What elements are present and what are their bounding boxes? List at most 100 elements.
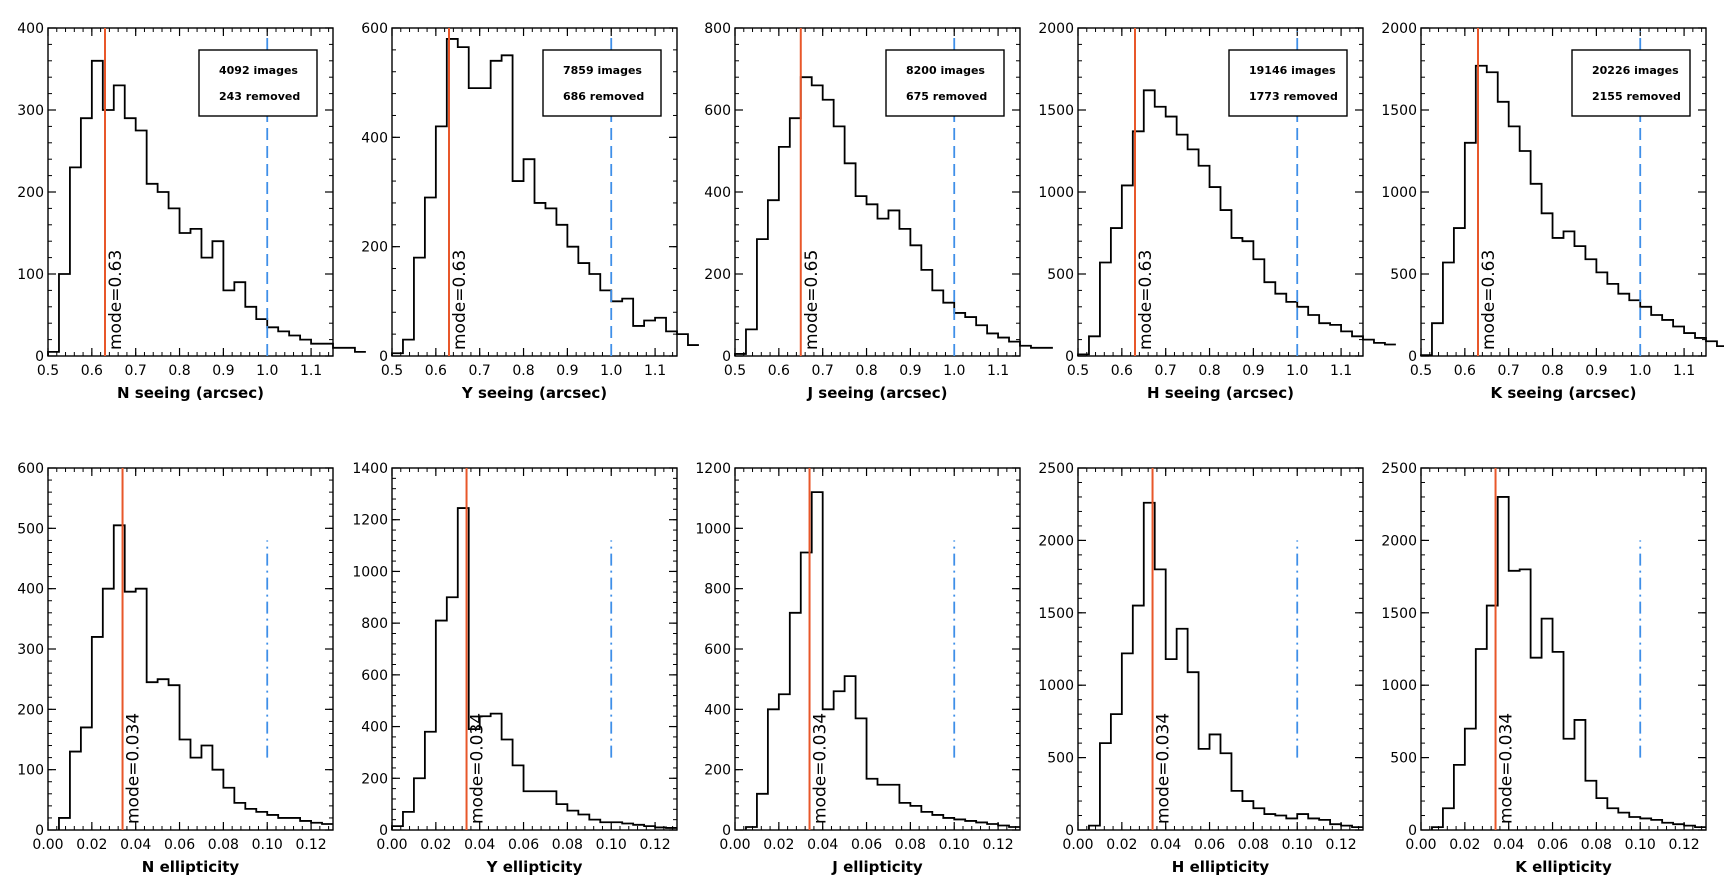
y-tick-label: 0	[1408, 349, 1417, 365]
y-tick-label: 1000	[1381, 185, 1417, 201]
x-tick-label: 0.04	[1493, 837, 1524, 853]
x-tick-label: 0.5	[724, 363, 746, 379]
y-tick-label: 0	[722, 349, 731, 365]
y-tick-label: 200	[704, 763, 731, 779]
x-tick-label: 1.1	[987, 363, 1009, 379]
y-tick-label: 100	[17, 267, 44, 283]
x-tick-label: 0.08	[552, 837, 583, 853]
images-count-label: 4092 images	[219, 64, 298, 77]
x-tick-label: 0.5	[381, 363, 403, 379]
x-tick-label: 1.0	[943, 363, 965, 379]
histogram-steps	[1420, 64, 1724, 357]
x-axis-title: J seeing (arcsec)	[807, 384, 948, 402]
y-tick-label: 600	[704, 642, 731, 658]
y-tick-label: 600	[17, 461, 44, 477]
x-tick-label: 0.08	[1581, 837, 1612, 853]
x-tick-label: 0.04	[464, 837, 495, 853]
x-tick-label: 0.6	[81, 363, 103, 379]
y-tick-label: 300	[17, 642, 44, 658]
x-tick-label: 0.6	[425, 363, 447, 379]
x-tick-label: 0.6	[1454, 363, 1476, 379]
images-count-label: 8200 images	[906, 64, 985, 77]
x-tick-label: 0.08	[895, 837, 926, 853]
x-tick-label: 0.6	[768, 363, 790, 379]
x-axis-title: J ellipticity	[831, 858, 923, 876]
removed-count-label: 2155 removed	[1592, 90, 1681, 103]
x-tick-label: 0.00	[1062, 837, 1093, 853]
info-box	[1228, 49, 1348, 117]
y-tick-label: 200	[17, 702, 44, 718]
x-tick-label: 0.5	[1410, 363, 1432, 379]
histogram-panel-7: 0.00 0.02 0.04 0.06 0.08 0.10 0.12 0 200 400 600 80…	[352, 461, 678, 876]
x-tick-label: 0.8	[168, 363, 190, 379]
x-axis-title: K seeing (arcsec)	[1490, 384, 1636, 402]
y-tick-label: 2000	[1381, 533, 1417, 549]
x-tick-label: 0.5	[1067, 363, 1089, 379]
x-tick-label: 1.0	[1629, 363, 1651, 379]
y-tick-label: 2000	[1381, 21, 1417, 37]
removed-count-label: 675 removed	[906, 90, 987, 103]
y-tick-label: 0	[1065, 823, 1074, 839]
x-tick-label: 0.12	[1668, 837, 1699, 853]
y-tick-label: 500	[17, 521, 44, 537]
info-box	[885, 49, 1005, 117]
x-tick-label: 0.8	[512, 363, 534, 379]
y-tick-label: 0	[1408, 823, 1417, 839]
histogram-panel-2: 0.5 0.6 0.7 0.8 0.9 1.0 1.1 0 200 400 600 mode=0.63…	[361, 21, 699, 402]
y-tick-label: 1200	[695, 461, 731, 477]
x-tick-label: 1.0	[1286, 363, 1308, 379]
y-tick-label: 200	[361, 240, 388, 256]
info-box	[1571, 49, 1691, 117]
y-tick-label: 0	[35, 349, 44, 365]
x-tick-label: 0.02	[420, 837, 451, 853]
histogram-steps	[745, 491, 1020, 830]
x-tick-label: 0.02	[1106, 837, 1137, 853]
y-tick-label: 1400	[352, 461, 388, 477]
y-tick-label: 400	[361, 720, 388, 736]
histogram-panel-3: 0.5 0.6 0.7 0.8 0.9 1.0 1.1 0 200 400 600 800 mode=0…	[704, 21, 1053, 402]
histogram-steps	[391, 507, 677, 830]
mode-label: mode=0.63	[1136, 250, 1156, 350]
y-tick-label: 2500	[1038, 461, 1074, 477]
x-tick-label: 1.1	[1330, 363, 1352, 379]
histogram-panel-8: 0.00 0.02 0.04 0.06 0.08 0.10 0.12 0 200 400 600 80…	[695, 461, 1021, 876]
y-tick-label: 600	[361, 21, 388, 37]
x-tick-label: 0.08	[208, 837, 239, 853]
histogram-panel-5: 0.5 0.6 0.7 0.8 0.9 1.0 1.1 0 500 1000 1500 2000 mod…	[1381, 21, 1724, 402]
x-tick-label: 1.0	[256, 363, 278, 379]
x-tick-label: 0.9	[1585, 363, 1607, 379]
y-tick-label: 200	[704, 267, 731, 283]
x-tick-label: 0.00	[1405, 837, 1436, 853]
x-tick-label: 0.9	[899, 363, 921, 379]
y-tick-label: 800	[704, 582, 731, 598]
x-axis-title: Y ellipticity	[486, 858, 583, 876]
mode-label: mode=0.034	[811, 713, 831, 824]
x-tick-label: 0.10	[1625, 837, 1656, 853]
x-tick-label: 0.7	[125, 363, 147, 379]
y-tick-label: 1000	[1038, 678, 1074, 694]
histogram-panel-1: 0.5 0.6 0.7 0.8 0.9 1.0 1.1 0 100 200 300 400 mode=0…	[17, 21, 366, 402]
mode-label: mode=0.034	[124, 713, 144, 824]
y-tick-label: 500	[1047, 751, 1074, 767]
x-tick-label: 0.5	[37, 363, 59, 379]
plot-frame	[391, 467, 678, 831]
y-tick-label: 400	[17, 582, 44, 598]
x-tick-label: 0.7	[1155, 363, 1177, 379]
x-tick-label: 0.10	[1282, 837, 1313, 853]
y-tick-label: 1500	[1038, 606, 1074, 622]
x-tick-label: 0.00	[719, 837, 750, 853]
mode-label: mode=0.63	[106, 250, 126, 350]
y-tick-label: 400	[704, 185, 731, 201]
x-tick-label: 0.06	[508, 837, 539, 853]
x-tick-label: 0.7	[812, 363, 834, 379]
x-tick-label: 0.02	[1449, 837, 1480, 853]
mode-label: mode=0.034	[1497, 713, 1517, 824]
x-tick-label: 1.0	[600, 363, 622, 379]
y-tick-label: 1000	[1038, 185, 1074, 201]
x-tick-label: 0.04	[1150, 837, 1181, 853]
histogram-panel-6: 0.00 0.02 0.04 0.06 0.08 0.10 0.12 0 100 200 300 40…	[17, 461, 334, 876]
x-tick-label: 0.02	[763, 837, 794, 853]
x-tick-label: 0.10	[939, 837, 970, 853]
histogram-steps	[1088, 501, 1363, 830]
